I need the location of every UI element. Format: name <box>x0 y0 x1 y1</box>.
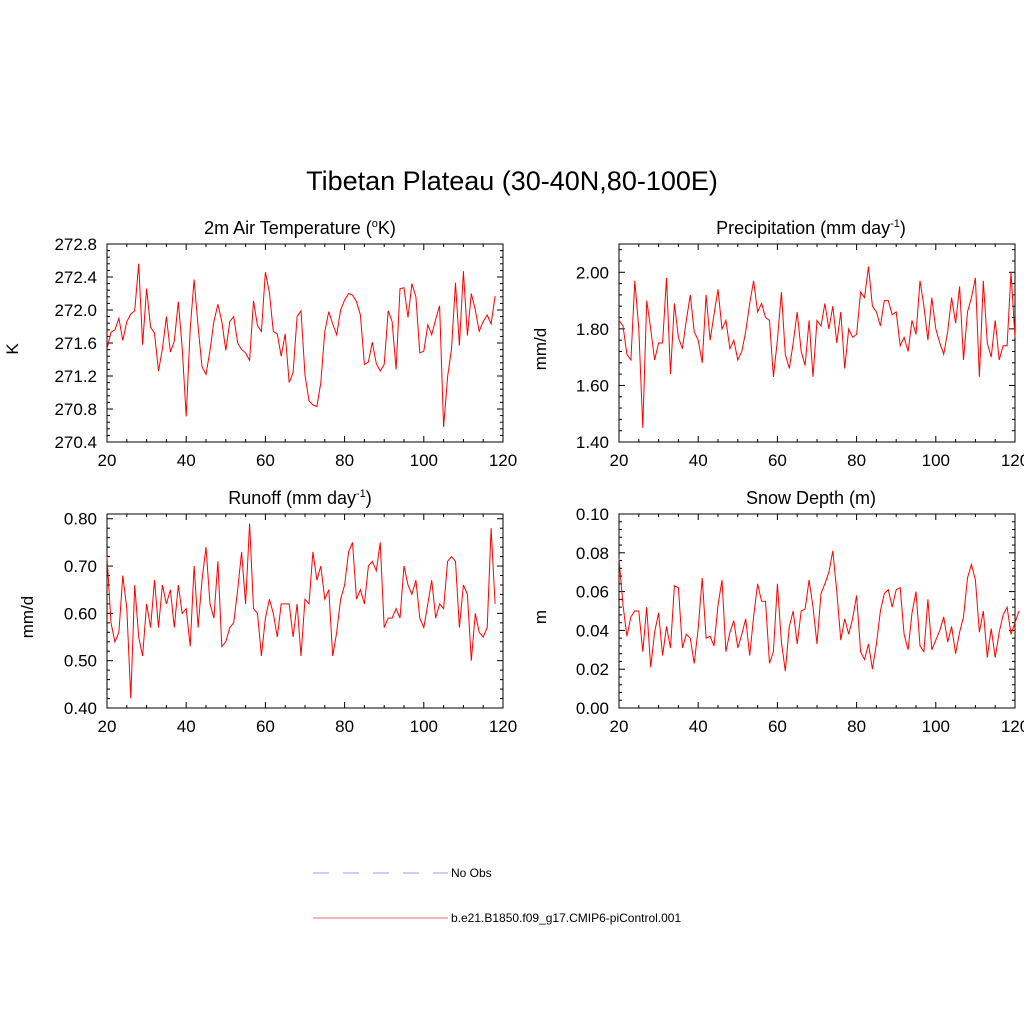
main-title: Tibetan Plateau (30-40N,80-100E) <box>306 166 718 196</box>
x-tick-label: 60 <box>768 451 787 470</box>
panel-title: Precipitation (mm day-1) <box>716 218 906 238</box>
y-tick-label: 1.60 <box>576 376 609 395</box>
panel-title: 2m Air Temperature (oK) <box>204 218 396 238</box>
x-tick-label: 120 <box>489 717 517 736</box>
panel-0: 20 40 60 80 100 120 270.4 270.8 271.2 271.6 272.0 2… <box>3 218 517 470</box>
y-tick-label: 0.08 <box>576 544 609 563</box>
legend-label-model: b.e21.B1850.f09_g17.CMIP6-piControl.001 <box>451 911 682 925</box>
x-tick-label: 80 <box>335 451 354 470</box>
y-tick-label: 0.50 <box>64 652 97 671</box>
panel-title: Snow Depth (m) <box>746 488 876 508</box>
series-line <box>618 550 1020 672</box>
y-axis-label: mm/d <box>18 596 37 639</box>
panel-1: 20 40 60 80 100 120 1.40 1.60 1.80 2.00 mm/d Precip… <box>531 218 1024 470</box>
x-tick-label: 120 <box>489 451 517 470</box>
x-tick-label: 100 <box>410 451 438 470</box>
series-line <box>618 266 1016 428</box>
y-tick-label: 271.6 <box>54 334 97 353</box>
x-tick-label: 100 <box>922 451 950 470</box>
panel-2: 20 40 60 80 100 120 0.40 0.50 0.60 0.70 0.80 mm/d Ru… <box>18 488 517 736</box>
y-tick-label: 0.60 <box>64 604 97 623</box>
y-tick-label: 272.8 <box>54 235 97 254</box>
x-tick-label: 60 <box>256 717 275 736</box>
y-tick-label: 0.40 <box>64 699 97 718</box>
panel-title: Runoff (mm day-1) <box>228 488 372 508</box>
x-tick-label: 40 <box>177 451 196 470</box>
y-tick-label: 272.4 <box>54 268 97 287</box>
y-tick-label: 0.04 <box>576 621 609 640</box>
panel-3: 20 40 60 80 100 120 0.00 0.02 0.04 0.06 0.08 0.10 m S… <box>531 488 1024 736</box>
y-axis-label: K <box>3 343 22 355</box>
x-tick-label: 80 <box>847 717 866 736</box>
x-tick-label: 120 <box>1001 451 1024 470</box>
x-tick-label: 20 <box>98 451 117 470</box>
y-tick-label: 270.8 <box>54 400 97 419</box>
y-tick-label: 0.70 <box>64 557 97 576</box>
y-tick-label: 0.02 <box>576 660 609 679</box>
y-tick-label: 0.00 <box>576 699 609 718</box>
y-tick-label: 271.2 <box>54 367 97 386</box>
x-tick-label: 60 <box>768 717 787 736</box>
plot-frame <box>106 513 504 709</box>
x-tick-label: 80 <box>847 451 866 470</box>
x-tick-label: 60 <box>256 451 275 470</box>
y-tick-label: 1.80 <box>576 320 609 339</box>
x-tick-label: 100 <box>410 717 438 736</box>
y-tick-label: 0.10 <box>576 505 609 524</box>
x-tick-label: 20 <box>98 717 117 736</box>
y-tick-label: 0.80 <box>64 510 97 529</box>
plot-frame <box>618 513 1016 709</box>
x-tick-label: 40 <box>689 717 708 736</box>
x-tick-label: 40 <box>177 717 196 736</box>
y-tick-label: 1.40 <box>576 433 609 452</box>
legend-label-no-obs: No Obs <box>451 866 492 880</box>
y-axis-label: mm/d <box>531 328 550 371</box>
series-line <box>106 263 496 428</box>
y-tick-label: 0.06 <box>576 583 609 602</box>
x-tick-label: 20 <box>610 451 629 470</box>
plot-frame <box>618 243 1016 443</box>
series-line <box>106 523 496 699</box>
x-tick-label: 100 <box>922 717 950 736</box>
x-tick-label: 20 <box>610 717 629 736</box>
y-tick-label: 272.0 <box>54 301 97 320</box>
y-tick-label: 2.00 <box>576 263 609 282</box>
y-axis-label: m <box>531 610 550 624</box>
x-tick-label: 120 <box>1001 717 1024 736</box>
x-tick-label: 80 <box>335 717 354 736</box>
y-tick-label: 270.4 <box>54 433 97 452</box>
x-tick-label: 40 <box>689 451 708 470</box>
